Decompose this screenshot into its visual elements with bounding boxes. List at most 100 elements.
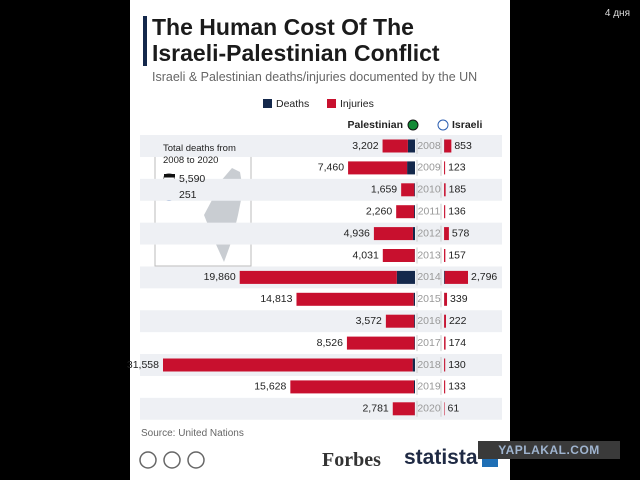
bar (413, 380, 415, 394)
bar (444, 161, 446, 175)
inset-value: 251 (179, 189, 197, 201)
bar (296, 292, 414, 306)
value-label: 7,460 (318, 162, 344, 174)
bar (444, 292, 448, 306)
bar (239, 270, 397, 284)
value-label: 15,628 (254, 381, 286, 393)
value-label: 853 (454, 140, 472, 152)
value-label: 222 (449, 315, 467, 327)
value-label: 19,860 (204, 271, 236, 283)
value-label: 3,572 (356, 315, 382, 327)
license-icon (187, 451, 205, 469)
value-label: 123 (448, 162, 466, 174)
bar (444, 270, 445, 284)
value-label: 174 (449, 337, 467, 349)
year-label: 2018 (417, 359, 441, 371)
bar (444, 183, 446, 197)
chart-subtitle: Israeli & Palestinian deaths/injuries do… (152, 70, 478, 84)
bar (444, 358, 446, 372)
bar (444, 314, 446, 328)
row-stripe (140, 310, 502, 333)
value-label: 14,813 (260, 293, 292, 305)
bar (401, 183, 415, 197)
bar (414, 336, 415, 350)
value-label: 339 (450, 293, 468, 305)
flag (407, 119, 419, 131)
value-label: 8,526 (317, 337, 343, 349)
bar (414, 314, 415, 328)
bar (444, 139, 452, 153)
bar (444, 380, 446, 394)
bar (373, 227, 413, 241)
bar (413, 292, 415, 306)
value-label: 133 (448, 381, 466, 393)
value-label: 157 (448, 249, 466, 261)
chart-title: The Human Cost Of The Israeli-Palestinia… (152, 14, 440, 66)
group-header: Israeli (452, 119, 482, 131)
flag (437, 119, 449, 131)
bar (414, 205, 415, 219)
value-label: 4,031 (353, 249, 379, 261)
value-label: 3,202 (352, 140, 378, 152)
timestamp: 4 дня (604, 8, 630, 19)
bar (382, 139, 408, 153)
legend-label: Injuries (340, 98, 374, 110)
bar (444, 249, 446, 262)
year-label: 2019 (417, 381, 441, 393)
value-label: 130 (448, 359, 466, 371)
value-label: 185 (449, 184, 467, 196)
inset-title: Total deaths from 2008 to 2020 (163, 143, 236, 166)
bar (412, 358, 415, 372)
value-label: 4,936 (344, 227, 370, 239)
bar (444, 270, 468, 284)
legend-swatch (327, 99, 336, 108)
watermark: YAPLAKAL.COM (478, 441, 620, 459)
year-label: 2008 (417, 140, 441, 152)
year-label: 2012 (417, 227, 441, 239)
legend-swatch (263, 99, 272, 108)
bar (396, 205, 415, 219)
license-icon (139, 451, 157, 469)
value-label: 2,796 (471, 271, 497, 283)
bar (407, 139, 415, 153)
bar (444, 205, 446, 219)
year-label: 2015 (417, 293, 441, 305)
bar (290, 380, 414, 394)
value-label: 1,659 (371, 184, 397, 196)
legend-label: Deaths (276, 98, 309, 110)
bar (444, 336, 446, 350)
inset-value: 5,590 (179, 173, 205, 185)
flag-stripe (164, 174, 175, 178)
value-label: 578 (452, 227, 470, 239)
bar (444, 227, 449, 241)
year-label: 2010 (417, 184, 441, 196)
bar (392, 402, 415, 416)
year-label: 2016 (417, 315, 441, 327)
title-accent (143, 16, 147, 66)
bar (385, 314, 415, 328)
bar (348, 161, 408, 175)
bar (163, 358, 413, 372)
value-label: 31,558 (127, 359, 159, 371)
value-label: 2,781 (362, 403, 388, 415)
year-label: 2011 (418, 205, 441, 217)
license-icon (163, 451, 181, 469)
brand: Forbes (322, 449, 381, 471)
year-label: 2009 (417, 162, 441, 174)
year-label: 2017 (417, 337, 441, 349)
bar (382, 249, 415, 262)
license-icons (139, 451, 205, 469)
bar (396, 270, 415, 284)
year-label: 2013 (417, 249, 441, 261)
bar (346, 336, 415, 350)
bar (407, 161, 415, 175)
bar (414, 183, 415, 197)
value-label: 61 (448, 403, 460, 415)
year-label: 2014 (417, 271, 441, 283)
year-label: 2020 (417, 403, 441, 415)
value-label: 2,260 (366, 205, 392, 217)
brand: statista (404, 446, 478, 469)
bar (444, 402, 445, 416)
